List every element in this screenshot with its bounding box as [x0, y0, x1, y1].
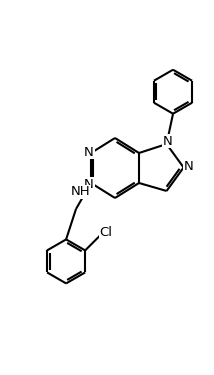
- Text: Cl: Cl: [99, 226, 112, 239]
- Text: NH: NH: [71, 186, 90, 198]
- Text: N: N: [163, 135, 172, 147]
- Text: N: N: [184, 160, 193, 173]
- Text: N: N: [84, 177, 94, 190]
- Text: N: N: [84, 146, 94, 159]
